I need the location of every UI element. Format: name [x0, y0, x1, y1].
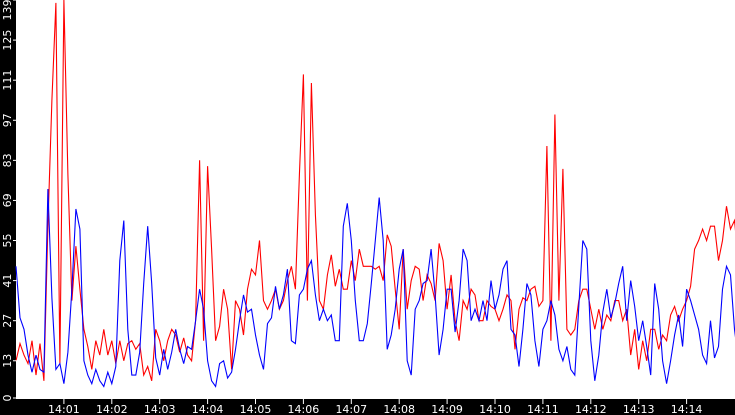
- y-tick-label: 83: [1, 153, 14, 167]
- x-tick-label: 14:14: [671, 403, 703, 415]
- y-axis-strip: [0, 0, 16, 415]
- y-tick-label: 139: [1, 0, 14, 21]
- y-tick-label: 125: [1, 30, 14, 51]
- x-tick-label: 14:08: [383, 403, 415, 415]
- x-tick-label: 14:05: [240, 403, 272, 415]
- x-tick-label: 14:04: [192, 403, 224, 415]
- x-tick-label: 14:10: [479, 403, 511, 415]
- y-tick-label: 111: [1, 70, 14, 91]
- x-tick-label: 14:13: [623, 403, 655, 415]
- x-tick-label: 14:09: [431, 403, 463, 415]
- plot-area: [16, 0, 735, 399]
- series-line-blue: [15, 188, 735, 388]
- y-tick-label: 13: [1, 354, 14, 368]
- y-tick-label: 27: [1, 314, 14, 328]
- x-tick-label: 14:02: [96, 403, 128, 415]
- y-tick-label: 55: [1, 234, 14, 248]
- y-tick-label: 0: [1, 395, 14, 402]
- y-tick-label: 41: [1, 274, 14, 288]
- series-line-red: [15, 0, 735, 381]
- x-tick-label: 14:11: [527, 403, 559, 415]
- y-tick-label: 69: [1, 193, 14, 207]
- y-axis: 0 13 27 41 55 69 83 97 111 125 139: [1, 0, 17, 402]
- x-tick-label: 14:03: [144, 403, 176, 415]
- x-tick-label: 14:12: [575, 403, 607, 415]
- x-tick-label: 14:01: [48, 403, 80, 415]
- x-tick-label: 14:06: [288, 403, 320, 415]
- y-tick-label: 97: [1, 113, 14, 127]
- series-layer: [15, 0, 735, 388]
- x-axis-strip: [0, 399, 735, 415]
- x-axis: 14:01 14:02 14:03 14:04 14:05 14:06 14:07 14:08…: [48, 398, 702, 415]
- x-tick-label: 14:07: [335, 403, 367, 415]
